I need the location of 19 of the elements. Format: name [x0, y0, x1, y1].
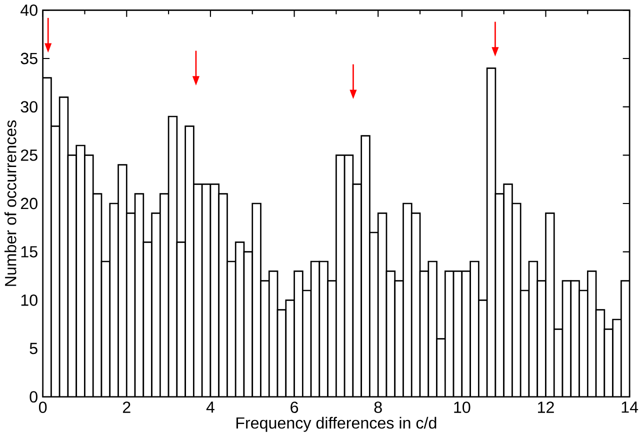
x-tick-label: 2	[122, 401, 130, 413]
y-tick-label: 40	[20, 4, 38, 16]
x-tick-label: 12	[538, 401, 554, 413]
y-tick-label: 15	[21, 246, 38, 258]
y-tick-label: 25	[20, 149, 38, 161]
x-tick-label: 6	[290, 401, 298, 413]
y-tick-label: 5	[30, 342, 38, 354]
y-tick-label: 30	[20, 100, 38, 112]
y-tick-label: 0	[30, 390, 38, 402]
x-axis-title: Frequency differences in c/d	[236, 416, 436, 432]
y-axis-title: Number of occurrences	[4, 120, 16, 286]
x-tick-label: 8	[374, 401, 382, 413]
x-tick-label: 4	[206, 401, 214, 413]
x-tick-label: 0	[38, 401, 47, 413]
y-tick-label: 35	[20, 52, 38, 64]
y-tick-label: 20	[20, 198, 38, 210]
y-tick-label: 10	[21, 294, 38, 306]
x-tick-label: 10	[454, 401, 470, 413]
x-tick-label: 14	[622, 401, 638, 413]
